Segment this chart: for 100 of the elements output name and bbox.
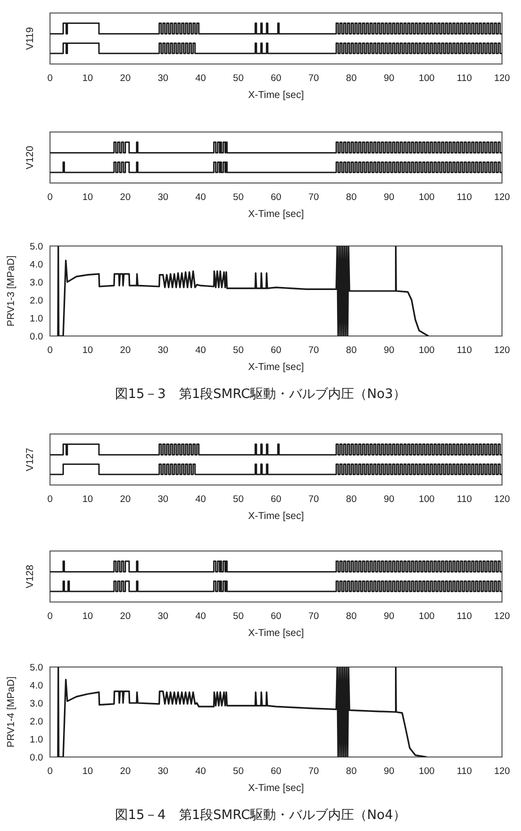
x-tick-label: 60 <box>270 766 282 777</box>
caption: 図15－3 第1段SMRC駆動・バルブ内圧（No3） <box>115 387 406 402</box>
x-tick-label: 10 <box>82 192 93 203</box>
x-tick-label: 80 <box>346 345 357 356</box>
x-tick-label: 120 <box>494 73 510 84</box>
y-tick-label: 5.0 <box>30 662 43 674</box>
x-tick-label: 60 <box>270 192 282 203</box>
x-tick-label: 110 <box>456 766 472 777</box>
x-tick-label: 80 <box>346 494 357 505</box>
x-tick-label: 20 <box>120 766 131 777</box>
y-axis-title: V127 <box>25 447 36 472</box>
x-tick-label: 70 <box>308 611 319 622</box>
x-tick-label: 30 <box>158 73 168 84</box>
x-tick-label: 10 <box>82 611 93 622</box>
x-tick-label: 40 <box>195 494 206 505</box>
y-tick-label: 1.0 <box>30 734 43 746</box>
x-tick-label: 70 <box>308 73 319 84</box>
x-tick-label: 70 <box>308 345 319 356</box>
x-tick-label: 30 <box>158 192 168 203</box>
x-axis-title: X-Time [sec] <box>248 90 304 101</box>
y-tick-label: 1.0 <box>30 314 43 324</box>
x-tick-label: 120 <box>494 766 510 777</box>
x-tick-label: 110 <box>456 345 472 356</box>
x-tick-label: 30 <box>158 611 168 622</box>
x-tick-label: 70 <box>308 494 319 505</box>
x-tick-label: 50 <box>233 73 244 84</box>
x-tick-label: 80 <box>346 611 357 622</box>
x-axis-title: X-Time [sec] <box>248 783 304 794</box>
y-axis-title: V120 <box>25 145 36 170</box>
x-tick-label: 10 <box>82 345 93 356</box>
x-tick-label: 100 <box>418 345 435 356</box>
x-tick-label: 60 <box>270 73 282 84</box>
x-tick-label: 50 <box>233 345 244 356</box>
x-tick-label: 90 <box>384 766 394 777</box>
x-tick-label: 50 <box>233 766 244 777</box>
x-tick-label: 20 <box>120 345 131 356</box>
x-tick-label: 0 <box>47 494 53 505</box>
x-tick-label: 20 <box>120 192 131 203</box>
x-tick-label: 110 <box>456 73 472 84</box>
x-tick-label: 110 <box>456 192 472 203</box>
x-axis-title: X-Time [sec] <box>248 511 304 522</box>
x-tick-label: 70 <box>308 192 319 203</box>
x-tick-label: 100 <box>418 611 435 622</box>
x-tick-label: 70 <box>308 766 319 777</box>
x-tick-label: 100 <box>418 766 435 777</box>
y-tick-label: 2.0 <box>30 716 43 728</box>
y-tick-label: 0.0 <box>30 752 43 764</box>
x-tick-label: 90 <box>384 345 394 356</box>
x-tick-label: 40 <box>195 345 206 356</box>
x-tick-label: 80 <box>346 766 357 777</box>
y-tick-label: 4.0 <box>30 260 43 270</box>
x-tick-label: 0 <box>47 192 53 203</box>
x-tick-label: 90 <box>384 73 394 84</box>
x-tick-label: 120 <box>494 192 510 203</box>
x-tick-label: 100 <box>418 192 435 203</box>
x-tick-label: 0 <box>47 73 53 84</box>
x-tick-label: 40 <box>195 73 206 84</box>
x-tick-label: 120 <box>494 611 510 622</box>
caption: 図15－4 第1段SMRC駆動・バルブ内圧（No4） <box>115 808 406 823</box>
x-axis-title: X-Time [sec] <box>248 362 304 373</box>
x-tick-label: 50 <box>233 494 244 505</box>
x-tick-label: 10 <box>82 73 93 84</box>
x-tick-label: 80 <box>346 192 357 203</box>
x-tick-label: 110 <box>456 494 472 505</box>
x-tick-label: 60 <box>270 345 282 356</box>
x-tick-label: 10 <box>82 766 93 777</box>
x-tick-label: 50 <box>233 611 244 622</box>
y-tick-label: 3.0 <box>30 278 43 288</box>
x-tick-label: 0 <box>47 766 53 777</box>
x-tick-label: 90 <box>384 494 394 505</box>
x-tick-label: 60 <box>270 494 282 505</box>
x-tick-label: 10 <box>82 494 93 505</box>
x-tick-label: 60 <box>270 611 282 622</box>
x-tick-label: 80 <box>346 73 357 84</box>
x-tick-label: 110 <box>456 611 472 622</box>
x-tick-label: 100 <box>418 73 435 84</box>
x-tick-label: 20 <box>120 494 131 505</box>
x-tick-label: 100 <box>418 494 435 505</box>
y-tick-label: 5.0 <box>30 242 43 252</box>
x-tick-label: 40 <box>195 611 206 622</box>
x-tick-label: 20 <box>120 73 131 84</box>
y-tick-label: 4.0 <box>30 680 43 692</box>
x-tick-label: 20 <box>120 611 131 622</box>
y-axis-title: PRV1-3 [MPaD] <box>6 255 17 326</box>
x-tick-label: 0 <box>47 611 53 622</box>
x-tick-label: 120 <box>494 494 510 505</box>
y-tick-label: 2.0 <box>30 296 43 306</box>
x-tick-label: 30 <box>158 766 168 777</box>
x-tick-label: 40 <box>195 192 206 203</box>
x-tick-label: 40 <box>195 766 206 777</box>
x-tick-label: 30 <box>158 345 168 356</box>
x-tick-label: 120 <box>494 345 510 356</box>
x-axis-title: X-Time [sec] <box>248 209 304 220</box>
y-axis-title: V119 <box>25 26 36 50</box>
y-axis-title: V128 <box>25 564 36 588</box>
y-tick-label: 0.0 <box>30 332 43 342</box>
x-axis-title: X-Time [sec] <box>248 628 304 639</box>
x-tick-label: 90 <box>384 611 394 622</box>
y-axis-title: PRV1-4 [MPaD] <box>6 676 17 748</box>
x-tick-label: 90 <box>384 192 394 203</box>
